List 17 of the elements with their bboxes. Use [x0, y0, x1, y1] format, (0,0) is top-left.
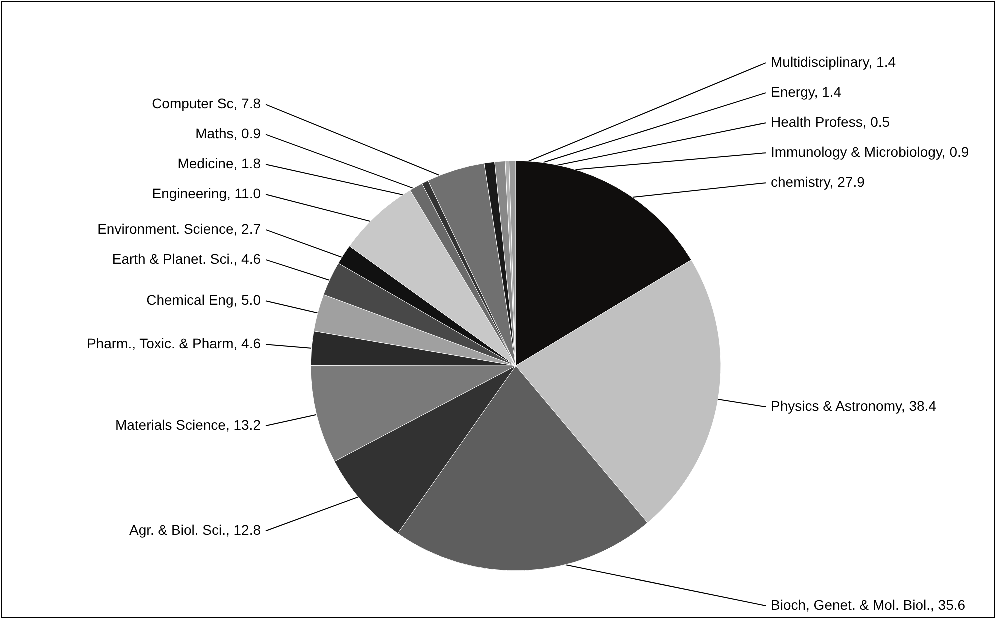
slice-label: chemistry, 27.9	[771, 174, 866, 190]
slice-label: Immunology & Microbiology, 0.9	[771, 144, 970, 160]
slice-label: Pharm., Toxic. & Pharm, 4.6	[86, 336, 262, 352]
slice-label: Medicine, 1.8	[178, 156, 262, 172]
slice-label: Earth & Planet. Sci., 4.6	[112, 250, 262, 267]
slice-label: Bioch, Genet. & Mol. Biol., 35.6	[771, 597, 966, 613]
slice-label: Agr. & Biol. Sci., 12.8	[129, 522, 262, 538]
slice-label: Chemical Eng, 5.0	[146, 292, 262, 308]
slice-label: Computer Sc, 7.8	[152, 96, 262, 112]
slice-label: Materials Science, 13.2	[115, 416, 262, 433]
slice-label: Physics & Astronomy, 38.4	[771, 398, 937, 414]
slice-label: Multidisciplinary, 1.4	[771, 54, 896, 70]
slice-label: Environment. Science, 2.7	[98, 220, 262, 237]
slice-label: Engineering, 11.0	[152, 186, 262, 202]
slice-label: Maths, 0.9	[196, 126, 262, 142]
slice-label: Health Profess, 0.5	[771, 114, 890, 130]
slice-label: Energy, 1.4	[771, 84, 842, 100]
